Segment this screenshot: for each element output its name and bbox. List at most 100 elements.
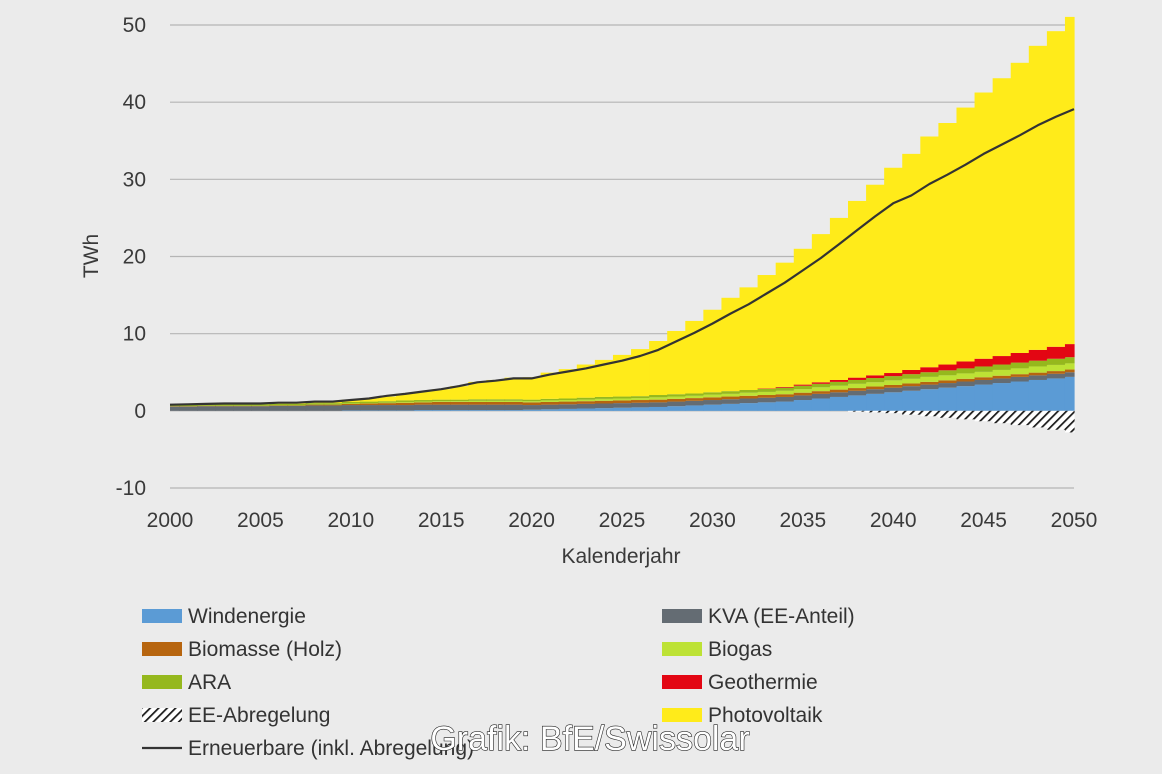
area-segment bbox=[775, 401, 795, 411]
legend-swatch bbox=[662, 642, 702, 656]
curtailment-segment bbox=[1064, 410, 1075, 433]
legend-label: Windenergie bbox=[188, 605, 306, 628]
area-segment bbox=[396, 400, 415, 402]
area-segment bbox=[1064, 363, 1075, 370]
area-segment bbox=[594, 400, 614, 404]
area-segment bbox=[757, 391, 777, 396]
area-segment bbox=[540, 400, 560, 402]
area-segment bbox=[703, 400, 723, 405]
area-segment bbox=[558, 401, 578, 405]
area-segment bbox=[522, 409, 542, 411]
stacked-areas bbox=[170, 16, 1075, 433]
area-segment bbox=[414, 401, 433, 403]
area-segment bbox=[323, 405, 343, 411]
curtailment-segment bbox=[974, 410, 994, 422]
area-segment bbox=[504, 377, 524, 400]
area-segment bbox=[974, 358, 994, 367]
x-tick-label: 2040 bbox=[870, 509, 917, 532]
area-segment bbox=[920, 384, 939, 390]
area-segment bbox=[540, 409, 560, 411]
area-segment bbox=[956, 361, 976, 369]
area-segment bbox=[576, 408, 596, 411]
area-segment bbox=[848, 379, 867, 384]
area-segment bbox=[848, 377, 867, 380]
y-tick-label: 30 bbox=[123, 168, 146, 191]
area-segment bbox=[558, 398, 578, 401]
area-segment bbox=[757, 388, 777, 392]
area-segment bbox=[450, 410, 469, 411]
x-tick-label: 2050 bbox=[1051, 509, 1098, 532]
legend-swatch bbox=[662, 708, 702, 722]
area-segment bbox=[829, 385, 849, 390]
area-segment bbox=[902, 383, 921, 387]
area-segment bbox=[233, 404, 252, 406]
y-tick-label: 10 bbox=[123, 323, 146, 346]
legend-label: ARA bbox=[188, 671, 231, 694]
area-segment bbox=[612, 354, 632, 397]
area-segment bbox=[920, 381, 939, 385]
area-segment bbox=[884, 392, 903, 411]
area-segment bbox=[486, 379, 506, 400]
area-segment bbox=[793, 392, 813, 396]
area-segment bbox=[974, 377, 994, 380]
area-segment bbox=[793, 248, 813, 385]
area-segment bbox=[974, 379, 994, 385]
area-segment bbox=[1010, 368, 1030, 375]
area-segment bbox=[667, 394, 686, 397]
area-segment bbox=[179, 404, 198, 407]
area-segment bbox=[594, 408, 614, 411]
area-segment bbox=[920, 389, 939, 411]
area-segment bbox=[1046, 371, 1066, 374]
area-segment bbox=[938, 383, 958, 388]
area-segment bbox=[793, 395, 813, 401]
area-segment bbox=[956, 368, 976, 374]
area-segment bbox=[1010, 376, 1030, 382]
area-segment bbox=[1064, 376, 1075, 411]
area-segment bbox=[848, 390, 867, 396]
area-segment bbox=[179, 406, 198, 411]
area-segment bbox=[902, 386, 921, 391]
area-segment bbox=[649, 406, 668, 411]
area-segment bbox=[251, 406, 271, 411]
area-segment bbox=[396, 401, 415, 403]
area-segment bbox=[866, 382, 885, 387]
area-segment bbox=[1010, 374, 1030, 377]
area-segment bbox=[1046, 31, 1066, 347]
area-segment bbox=[974, 384, 994, 411]
area-segment bbox=[170, 406, 180, 411]
legend-swatch bbox=[142, 609, 182, 623]
area-segment bbox=[848, 395, 867, 411]
area-segment bbox=[721, 393, 741, 397]
area-segment bbox=[703, 394, 723, 398]
area-segment bbox=[432, 404, 451, 411]
area-segment bbox=[450, 401, 469, 405]
area-segment bbox=[197, 406, 216, 411]
legend-item: EE-Abregelung bbox=[142, 704, 330, 727]
area-segment bbox=[631, 349, 650, 397]
y-tick-label: 20 bbox=[123, 246, 146, 269]
y-axis-title: TWh bbox=[80, 234, 103, 278]
area-segment bbox=[576, 364, 596, 398]
area-segment bbox=[1064, 357, 1075, 364]
legend-item: Biogas bbox=[662, 638, 772, 661]
legend: Windenergie KVA (EE-Anteil) Biomasse (Holz… bbox=[142, 605, 855, 760]
area-segment bbox=[920, 376, 939, 382]
area-segment bbox=[197, 404, 216, 406]
area-segment bbox=[1010, 352, 1030, 363]
legend-item: KVA (EE-Anteil) bbox=[662, 605, 855, 628]
area-segment bbox=[811, 393, 831, 399]
area-segment bbox=[793, 385, 813, 390]
area-segment bbox=[667, 401, 686, 407]
area-segment bbox=[594, 396, 614, 399]
area-segment bbox=[1064, 16, 1075, 345]
area-segment bbox=[450, 386, 469, 400]
area-segment bbox=[450, 399, 469, 402]
area-segment bbox=[1046, 346, 1066, 359]
area-segment bbox=[902, 374, 921, 379]
legend-label: EE-Abregelung bbox=[188, 704, 330, 727]
area-segment bbox=[540, 404, 560, 410]
area-segment bbox=[1046, 378, 1066, 411]
legend-label: KVA (EE-Anteil) bbox=[708, 605, 855, 628]
area-segment bbox=[793, 384, 813, 386]
